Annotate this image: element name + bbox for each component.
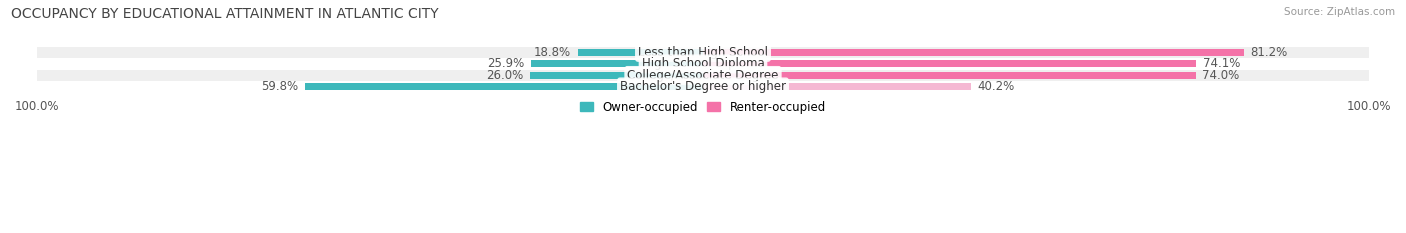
Bar [578, 49, 703, 56]
Bar [37, 70, 1369, 81]
Bar [530, 72, 703, 79]
Text: 81.2%: 81.2% [1250, 46, 1288, 59]
Text: 40.2%: 40.2% [977, 80, 1015, 93]
Text: College/Associate Degree: College/Associate Degree [627, 69, 779, 82]
Bar [37, 58, 1369, 70]
Text: 18.8%: 18.8% [534, 46, 571, 59]
Text: 74.1%: 74.1% [1204, 57, 1240, 70]
Bar [37, 47, 1369, 58]
Legend: Owner-occupied, Renter-occupied: Owner-occupied, Renter-occupied [575, 96, 831, 118]
Bar [703, 72, 1195, 79]
Bar [305, 83, 703, 90]
Text: OCCUPANCY BY EDUCATIONAL ATTAINMENT IN ATLANTIC CITY: OCCUPANCY BY EDUCATIONAL ATTAINMENT IN A… [11, 7, 439, 21]
Text: Source: ZipAtlas.com: Source: ZipAtlas.com [1284, 7, 1395, 17]
Text: High School Diploma: High School Diploma [641, 57, 765, 70]
Bar [530, 60, 703, 67]
Text: 74.0%: 74.0% [1202, 69, 1240, 82]
Bar [703, 60, 1197, 67]
Bar [37, 81, 1369, 93]
Text: Less than High School: Less than High School [638, 46, 768, 59]
Text: 26.0%: 26.0% [486, 69, 523, 82]
Text: 59.8%: 59.8% [262, 80, 298, 93]
Bar [703, 83, 970, 90]
Text: Bachelor's Degree or higher: Bachelor's Degree or higher [620, 80, 786, 93]
Bar [703, 49, 1243, 56]
Text: 25.9%: 25.9% [486, 57, 524, 70]
